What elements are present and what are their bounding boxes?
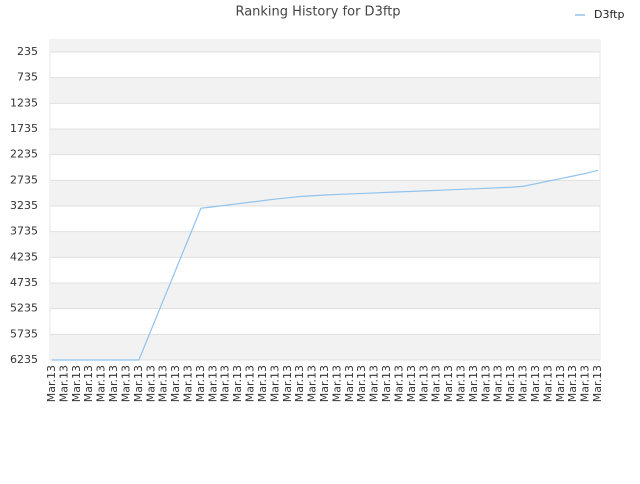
- x-tick-label: Mar.13: [45, 365, 58, 402]
- x-tick-label: Mar.13: [492, 365, 505, 402]
- y-tick-label: 3735: [10, 225, 38, 238]
- x-tick-label: Mar.13: [219, 365, 232, 402]
- y-tick-label: 4735: [10, 276, 38, 289]
- x-tick-label: Mar.13: [57, 365, 70, 402]
- y-tick-label: 4235: [10, 250, 38, 263]
- y-tick-label: 3235: [10, 199, 38, 212]
- y-tick-label: 1735: [10, 122, 38, 135]
- plot-band: [50, 129, 600, 155]
- y-tick-label: 5735: [10, 327, 38, 340]
- x-tick-label: Mar.13: [579, 365, 592, 402]
- x-tick-label: Mar.13: [405, 365, 418, 402]
- y-tick-label: 2735: [10, 173, 38, 186]
- x-tick-label: Mar.13: [355, 365, 368, 402]
- x-tick-label: Mar.13: [541, 365, 554, 402]
- x-tick-label: Mar.13: [268, 365, 281, 402]
- data-line: [52, 169, 599, 361]
- x-tick-label: Mar.13: [82, 365, 95, 402]
- x-tick-label: Mar.13: [430, 365, 443, 402]
- x-tick-label: Mar.13: [368, 365, 381, 402]
- x-tick-label: Mar.13: [281, 365, 294, 402]
- y-tick-label: 2235: [10, 148, 38, 161]
- x-tick-label: Mar.13: [95, 365, 108, 402]
- x-tick-label: Mar.13: [194, 365, 207, 402]
- y-tick-label: 235: [17, 45, 38, 58]
- x-tick-label: Mar.13: [343, 365, 356, 402]
- plot-band: [50, 40, 600, 53]
- y-tick-label: 5235: [10, 302, 38, 315]
- x-tick-label: Mar.13: [306, 365, 319, 402]
- x-tick-label: Mar.13: [566, 365, 579, 402]
- x-tick-label: Mar.13: [144, 365, 157, 402]
- plot-band: [50, 180, 600, 207]
- x-tick-label: Mar.13: [107, 365, 120, 402]
- x-tick-label: Mar.13: [417, 365, 430, 402]
- x-tick-label: Mar.13: [529, 365, 542, 402]
- x-tick-label: Mar.13: [591, 365, 604, 402]
- x-tick-label: Mar.13: [70, 365, 83, 402]
- x-tick-label: Mar.13: [554, 365, 567, 402]
- plot-band: [50, 283, 600, 309]
- x-tick-label: Mar.13: [392, 365, 405, 402]
- x-tick-label: Mar.13: [442, 365, 455, 402]
- legend-label: D3ftp: [594, 8, 624, 21]
- x-tick-label: Mar.13: [318, 365, 331, 402]
- x-tick-label: Mar.13: [132, 365, 145, 402]
- plot-band: [50, 77, 600, 104]
- x-tick-label: Mar.13: [380, 365, 393, 402]
- y-tick-label: 1235: [10, 96, 38, 109]
- x-tick-label: Mar.13: [244, 365, 257, 402]
- y-tick-label: 6235: [10, 353, 38, 366]
- x-tick-label: Mar.13: [467, 365, 480, 402]
- x-tick-label: Mar.13: [157, 365, 170, 402]
- x-tick-label: Mar.13: [455, 365, 468, 402]
- chart-title: Ranking History for D3ftp: [235, 5, 400, 20]
- x-tick-label: Mar.13: [479, 365, 492, 402]
- y-tick-label: 735: [17, 71, 38, 84]
- x-tick-label: Mar.13: [293, 365, 306, 402]
- plot-band: [50, 334, 600, 360]
- x-tick-label: Mar.13: [206, 365, 219, 402]
- x-tick-label: Mar.13: [504, 365, 517, 402]
- x-tick-label: Mar.13: [256, 365, 269, 402]
- x-tick-label: Mar.13: [231, 365, 244, 402]
- x-tick-label: Mar.13: [169, 365, 182, 402]
- plot-band: [50, 231, 600, 258]
- x-tick-label: Mar.13: [330, 365, 343, 402]
- x-tick-label: Mar.13: [517, 365, 530, 402]
- x-tick-label: Mar.13: [182, 365, 195, 402]
- x-tick-label: Mar.13: [119, 365, 132, 402]
